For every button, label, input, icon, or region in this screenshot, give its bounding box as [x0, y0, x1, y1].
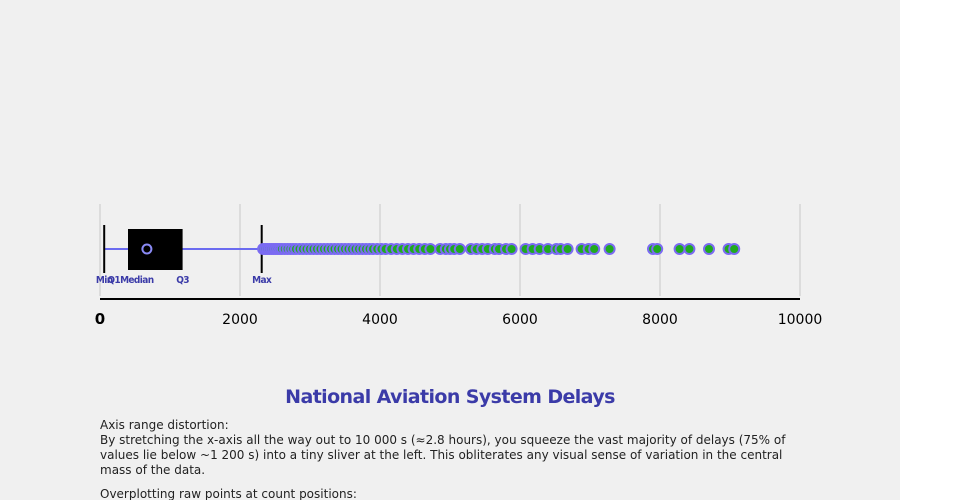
q3-label: Q3	[176, 275, 189, 286]
x-tick-label: 10000	[778, 312, 823, 328]
q1-median-label: Q1Median	[107, 275, 153, 286]
chart-panel: 0 2000 4000 6000 8000 10000 Min Q1Median Q3 Max …	[0, 0, 900, 500]
outlier-point	[603, 243, 616, 255]
outlier-point	[453, 243, 466, 255]
max-label: Max	[252, 275, 272, 286]
x-axis: 0 2000 4000 6000 8000 10000	[95, 298, 823, 328]
note-body: By stretching the x-axis all the way out…	[100, 433, 786, 477]
note-heading: Overplotting raw points at count positio…	[100, 487, 357, 500]
outlier-point	[673, 243, 686, 255]
iqr-box	[128, 229, 183, 270]
min-label: Min	[96, 275, 113, 286]
box-plot	[103, 225, 263, 273]
outlier-point	[651, 243, 664, 255]
x-tick-label: 8000	[642, 312, 678, 328]
outlier-point	[561, 243, 574, 255]
note-axis-range: Axis range distortion: By stretching the…	[100, 418, 790, 478]
chart-title: National Aviation System Delays	[285, 386, 615, 408]
outlier-point	[728, 243, 741, 255]
outlier-points	[257, 243, 741, 255]
outlier-point	[505, 243, 518, 255]
x-tick-label: 4000	[362, 312, 398, 328]
x-tick-label: 2000	[222, 312, 258, 328]
x-tick-label: 0	[95, 310, 105, 328]
x-tick-label: 6000	[502, 312, 538, 328]
outlier-point	[588, 243, 601, 255]
outlier-point	[424, 243, 437, 255]
outlier-point	[683, 243, 696, 255]
note-overplotting: Overplotting raw points at count positio…	[100, 487, 790, 500]
outlier-point	[703, 243, 715, 255]
median-marker	[141, 243, 153, 255]
note-heading: Axis range distortion:	[100, 418, 229, 432]
